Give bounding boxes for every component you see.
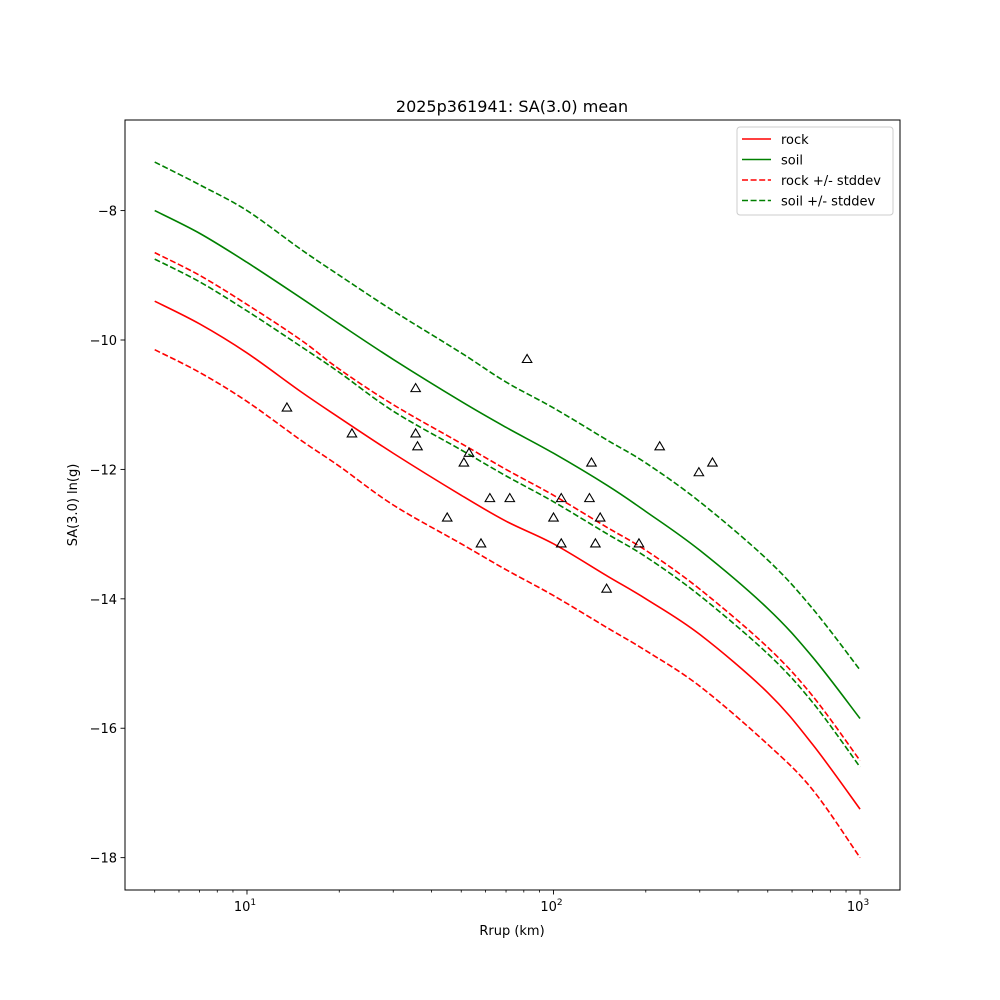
legend-label: rock +/- stddev [781,174,881,189]
observation-point [693,466,705,477]
observation-point [411,440,424,451]
series-line-rock [154,300,861,810]
observation-point [458,456,470,467]
observation-point [589,537,602,548]
observation-point [653,440,666,451]
series-line-rock-stddev [154,251,861,762]
series-line-soil-stddev [154,161,861,671]
plot-area [154,161,861,859]
observation-point [409,427,422,438]
observation-point [706,456,719,467]
plot-frame [124,119,901,891]
observation-point [484,492,496,503]
legend-label: soil [781,154,803,169]
x-axis-label: Rrup (km) [479,924,544,939]
observation-point [409,382,422,393]
observation-point [281,401,293,412]
observation-point [475,537,487,548]
y-tick-label: −10 [90,334,117,349]
y-axis-label: SA(3.0) ln(g) [66,464,81,547]
legend: rock soil rock +/- stddev soil +/- stddev [736,126,894,216]
y-tick-label: −18 [90,852,117,867]
observation-point [555,492,567,503]
series-line-band-3 [154,348,861,859]
legend-label: soil +/- stddev [781,195,876,210]
observation-point [441,511,453,522]
observation-point [346,427,358,438]
y-axis: −8 −10 −12 −14 −16 −18 [90,205,125,867]
observation-point [583,492,596,503]
observation-point [547,511,560,522]
observation-point [633,537,645,548]
observation-point [585,456,598,467]
y-tick-label: −12 [90,463,117,478]
observation-point [504,492,516,503]
y-tick-label: −8 [98,205,117,220]
observation-point [521,353,533,364]
observation-point [555,537,567,548]
y-tick-label: −14 [90,593,117,608]
y-tick-label: −16 [90,722,117,737]
series-line-soil [154,209,861,720]
observation-point [463,447,475,457]
legend-label: rock [781,133,809,148]
series-line-band-5 [154,258,861,768]
observation-point [600,583,613,593]
observation-point [594,511,606,522]
chart-title: 2025p361941: SA(3.0) mean [396,97,628,116]
legend-box [736,126,894,216]
